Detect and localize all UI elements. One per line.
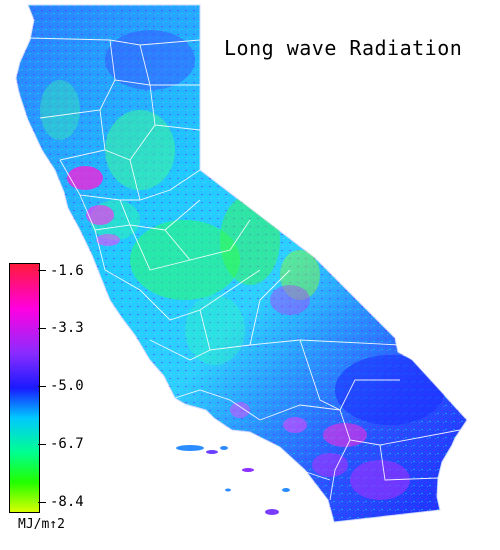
map-title: Long wave Radiation xyxy=(224,36,463,60)
legend-label-3: -5.0 xyxy=(50,378,84,394)
legend-label-2: -3.3 xyxy=(50,320,84,336)
legend-label-4: -6.7 xyxy=(50,436,84,452)
legend-tick-1 xyxy=(38,270,46,271)
legend-tick-4 xyxy=(38,444,46,445)
legend-units: MJ/m↑2 xyxy=(18,517,65,532)
county-borders xyxy=(27,37,461,501)
color-legend-bar xyxy=(9,263,40,513)
legend-tick-2 xyxy=(38,328,46,329)
channel-islands xyxy=(176,445,290,515)
legend-label-1: -1.6 xyxy=(50,263,84,279)
legend-label-5: -8.4 xyxy=(50,494,84,510)
legend-tick-5 xyxy=(38,502,46,503)
legend-tick-3 xyxy=(38,386,46,387)
